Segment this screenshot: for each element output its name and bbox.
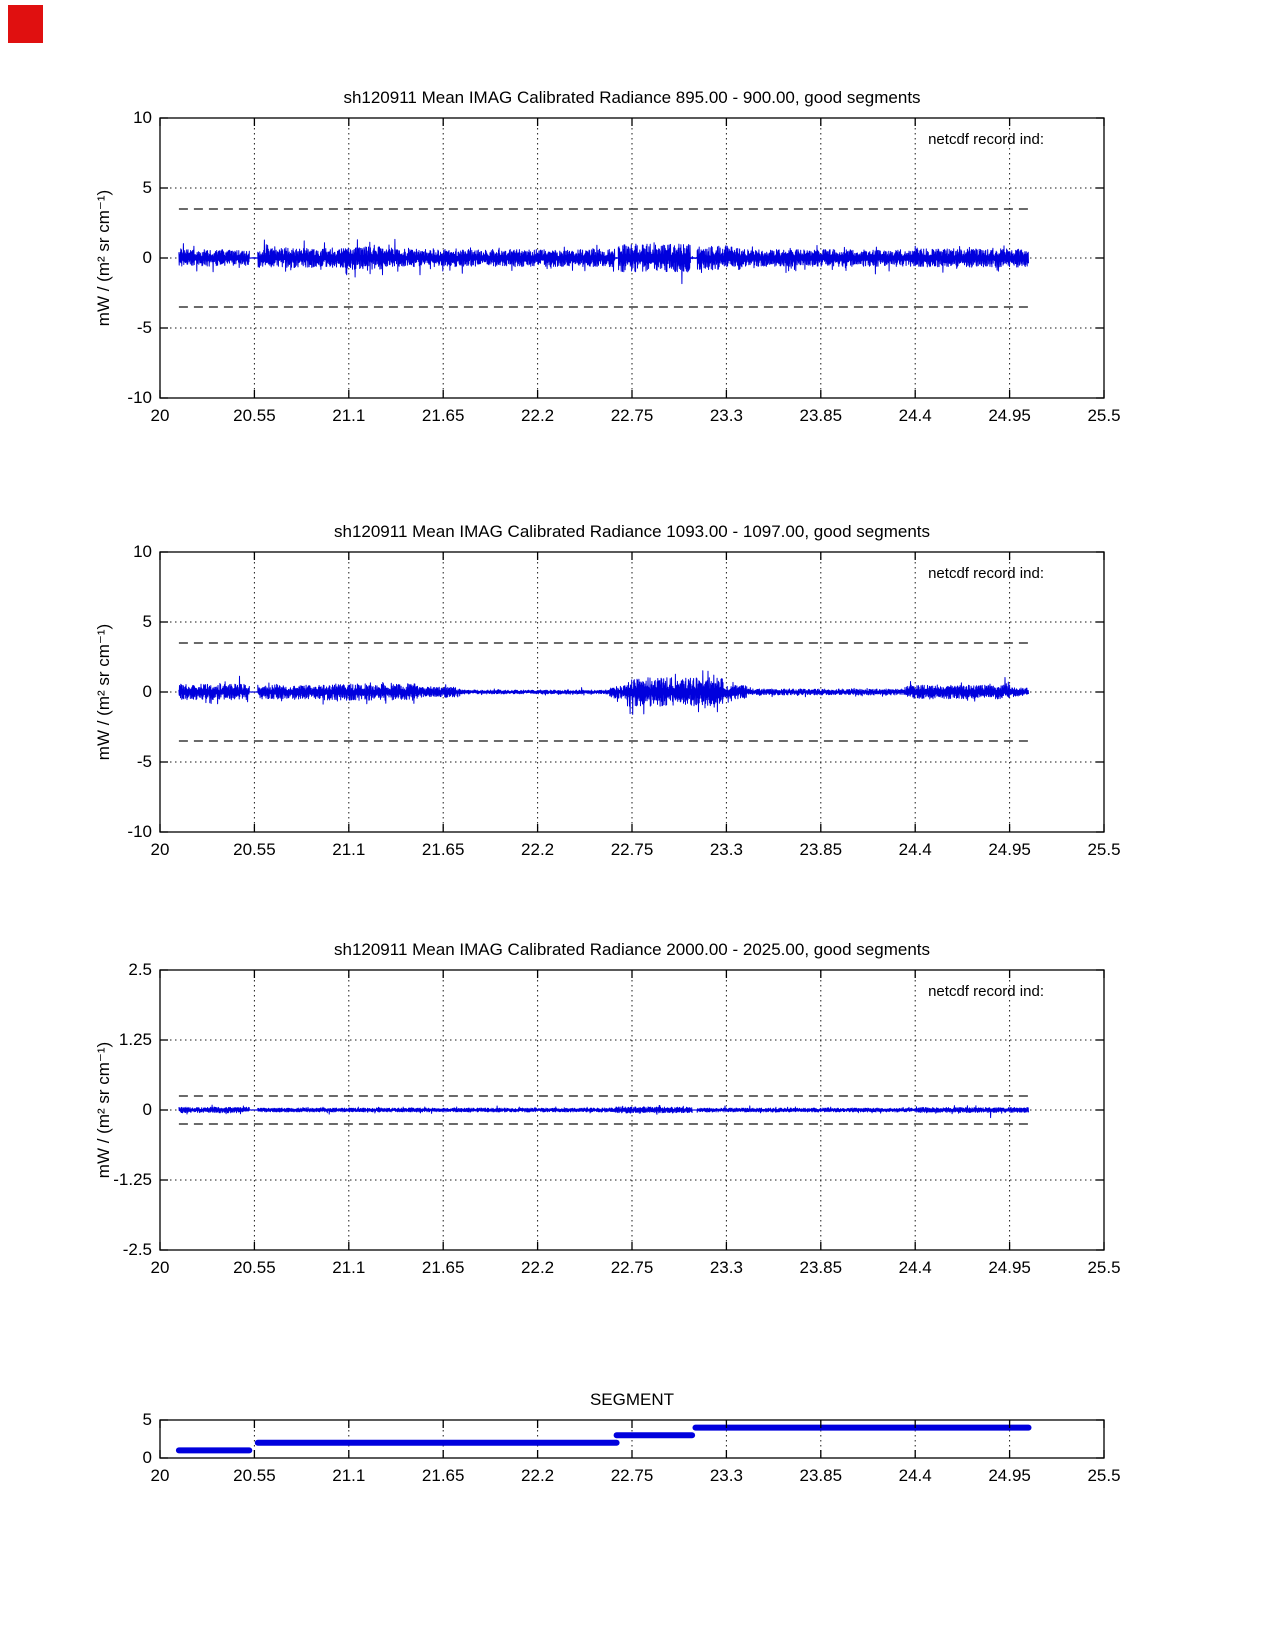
- x-tick-label: 24.95: [988, 1466, 1031, 1485]
- x-tick-label: 21.65: [421, 406, 465, 425]
- y-tick-label: 0: [142, 1100, 152, 1119]
- x-tick-label: 22.75: [610, 840, 654, 859]
- x-tick-label: 22.75: [610, 1258, 654, 1277]
- x-tick-label: 21.1: [332, 1258, 366, 1277]
- chart-plot-2: [159, 969, 1105, 1251]
- x-tick-label: 24.4: [898, 406, 932, 425]
- y-tick-label: 2.5: [128, 960, 152, 979]
- x-tick-label: 24.4: [898, 1466, 932, 1485]
- x-tick-label: 21.65: [421, 1466, 465, 1485]
- x-tick-label: 25.5: [1087, 1466, 1121, 1485]
- x-tick-label: 21.1: [332, 840, 366, 859]
- y-tick-label: -10: [127, 388, 152, 407]
- x-tick-label: 20.55: [233, 1258, 276, 1277]
- chart-plot-3: [159, 1419, 1105, 1459]
- signal-trace: [178, 670, 1029, 715]
- y-tick-label: 1.25: [118, 1030, 152, 1049]
- x-tick-label: 20: [150, 406, 170, 425]
- red-square-marker: [8, 5, 43, 43]
- x-tick-label: 22.75: [610, 406, 654, 425]
- netcdf-record-ind-label: netcdf record ind:: [928, 565, 1044, 582]
- signal-trace: [178, 1104, 1029, 1119]
- y-tick-label: -5: [136, 318, 152, 337]
- chart-plot-1: [159, 551, 1105, 833]
- y-tick-label: 0: [142, 248, 152, 267]
- y-tick-label: -5: [136, 752, 152, 771]
- x-tick-label: 23.3: [709, 1466, 743, 1485]
- y-tick-label: -2.5: [122, 1240, 152, 1259]
- x-tick-label: 23.85: [799, 1466, 843, 1485]
- y-tick-label: 5: [142, 1410, 152, 1429]
- y-tick-label: -1.25: [113, 1170, 152, 1189]
- netcdf-record-ind-label: netcdf record ind:: [928, 131, 1044, 148]
- x-tick-label: 20.55: [233, 840, 276, 859]
- x-tick-label: 24.4: [898, 1258, 932, 1277]
- chart-title: sh120911 Mean IMAG Calibrated Radiance 1…: [333, 522, 931, 541]
- x-tick-label: 25.5: [1087, 406, 1121, 425]
- x-tick-label: 20.55: [233, 406, 276, 425]
- x-tick-label: 22.75: [610, 1466, 654, 1485]
- x-tick-label: 24.95: [988, 406, 1031, 425]
- x-tick-label: 24.95: [988, 1258, 1031, 1277]
- x-tick-label: 23.3: [709, 406, 743, 425]
- y-tick-label: 5: [142, 178, 152, 197]
- x-tick-label: 25.5: [1087, 840, 1121, 859]
- x-tick-label: 23.85: [799, 406, 843, 425]
- netcdf-record-ind-label: netcdf record ind:: [928, 983, 1044, 1000]
- x-tick-label: 21.1: [332, 406, 366, 425]
- chart-title: sh120911 Mean IMAG Calibrated Radiance 2…: [333, 940, 931, 959]
- y-tick-label: 0: [142, 1448, 152, 1467]
- x-tick-label: 23.3: [709, 840, 743, 859]
- x-tick-label: 23.3: [709, 1258, 743, 1277]
- signal-trace: [178, 238, 1029, 285]
- y-tick-label: 10: [133, 108, 152, 127]
- y-tick-label: 0: [142, 682, 152, 701]
- x-tick-label: 20: [150, 840, 170, 859]
- x-tick-label: 21.1: [332, 1466, 366, 1485]
- y-tick-label: 5: [142, 612, 152, 631]
- x-tick-label: 21.65: [421, 840, 465, 859]
- x-tick-label: 22.2: [521, 1258, 555, 1277]
- x-tick-label: 20: [150, 1466, 170, 1485]
- x-tick-label: 24.4: [898, 840, 932, 859]
- x-tick-label: 21.65: [421, 1258, 465, 1277]
- chart-title: SEGMENT: [589, 1390, 675, 1409]
- x-tick-label: 20: [150, 1258, 170, 1277]
- y-tick-label: -10: [127, 822, 152, 841]
- x-tick-label: 25.5: [1087, 1258, 1121, 1277]
- chart-title: sh120911 Mean IMAG Calibrated Radiance 8…: [343, 88, 921, 107]
- x-tick-label: 23.85: [799, 840, 843, 859]
- x-tick-label: 24.95: [988, 840, 1031, 859]
- y-tick-label: 10: [133, 542, 152, 561]
- x-tick-label: 20.55: [233, 1466, 276, 1485]
- x-tick-label: 22.2: [521, 406, 555, 425]
- x-tick-label: 23.85: [799, 1258, 843, 1277]
- x-tick-label: 22.2: [521, 1466, 555, 1485]
- chart-plot-0: [159, 117, 1105, 399]
- x-tick-label: 22.2: [521, 840, 555, 859]
